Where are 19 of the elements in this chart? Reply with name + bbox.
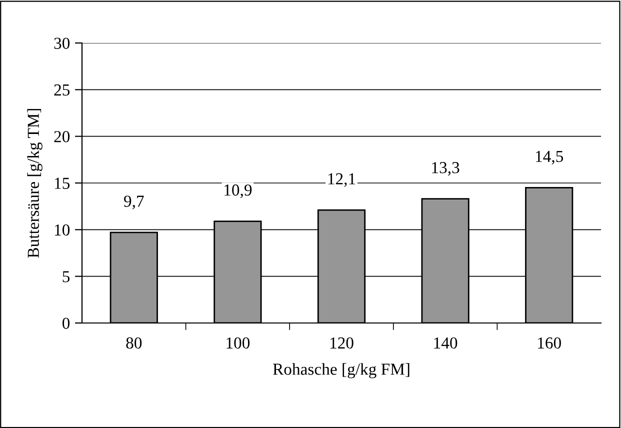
y-tick-label: 10 <box>54 224 70 236</box>
x-tick-label: 100 <box>226 337 250 349</box>
x-tick-label: 140 <box>434 337 458 349</box>
data-label: 12,1 <box>328 173 356 187</box>
x-tick-label: 160 <box>538 337 561 349</box>
y-axis-title: Buttersäure [g/kg TM] <box>27 108 42 258</box>
x-tick-label: 120 <box>330 337 354 349</box>
y-tick-label: 0 <box>62 318 70 329</box>
y-tick-label: 30 <box>54 38 70 49</box>
y-tick-label: 25 <box>54 84 70 96</box>
x-tick-label: 80 <box>126 337 142 349</box>
x-axis-title: Rohasche [g/kg FM] <box>273 363 410 378</box>
y-tick-label: 20 <box>54 131 70 142</box>
data-label: 9,7 <box>124 196 144 210</box>
y-tick-label: 15 <box>54 178 70 189</box>
data-label: 10,9 <box>224 184 252 198</box>
data-label: 13,3 <box>432 162 460 176</box>
data-label: 14,5 <box>536 150 564 164</box>
y-tick-label: 5 <box>62 271 70 282</box>
